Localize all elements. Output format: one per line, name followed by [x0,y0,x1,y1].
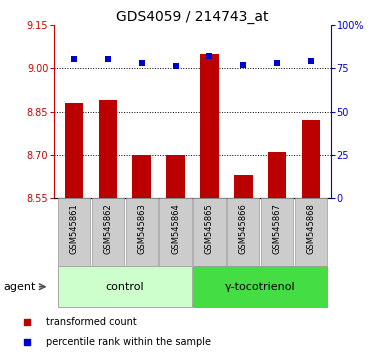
Bar [65,103,84,198]
Text: GSM545866: GSM545866 [239,203,248,254]
Bar [126,198,158,266]
Point [172,64,179,69]
Text: GSM545862: GSM545862 [104,203,112,254]
Text: GSM545864: GSM545864 [171,203,180,254]
Point [139,60,145,66]
Bar [268,152,286,198]
Text: GSM545865: GSM545865 [205,203,214,254]
Bar [166,155,185,198]
Bar [159,198,192,266]
Bar [193,266,327,307]
Bar [301,120,320,198]
Text: GSM545863: GSM545863 [137,203,146,254]
Bar [234,175,253,198]
Bar [193,198,226,266]
Bar [92,198,124,266]
Point [240,62,246,68]
Point [308,58,314,64]
Point [274,60,280,66]
Text: percentile rank within the sample: percentile rank within the sample [46,337,211,347]
Point [71,57,77,62]
Bar [58,266,192,307]
Bar [132,155,151,198]
Bar [58,198,90,266]
Bar [99,100,117,198]
Bar [200,54,219,198]
Text: γ-tocotrienol: γ-tocotrienol [225,282,295,292]
Text: GSM545868: GSM545868 [306,203,315,254]
Bar [227,198,259,266]
Text: GSM545861: GSM545861 [70,203,79,254]
Text: agent: agent [4,282,36,292]
Text: GSM545867: GSM545867 [273,203,281,254]
Text: transformed count: transformed count [46,318,137,327]
Point [206,53,213,59]
Bar [295,198,327,266]
Bar [261,198,293,266]
Point [105,57,111,62]
Text: control: control [105,282,144,292]
Title: GDS4059 / 214743_at: GDS4059 / 214743_at [116,10,269,24]
